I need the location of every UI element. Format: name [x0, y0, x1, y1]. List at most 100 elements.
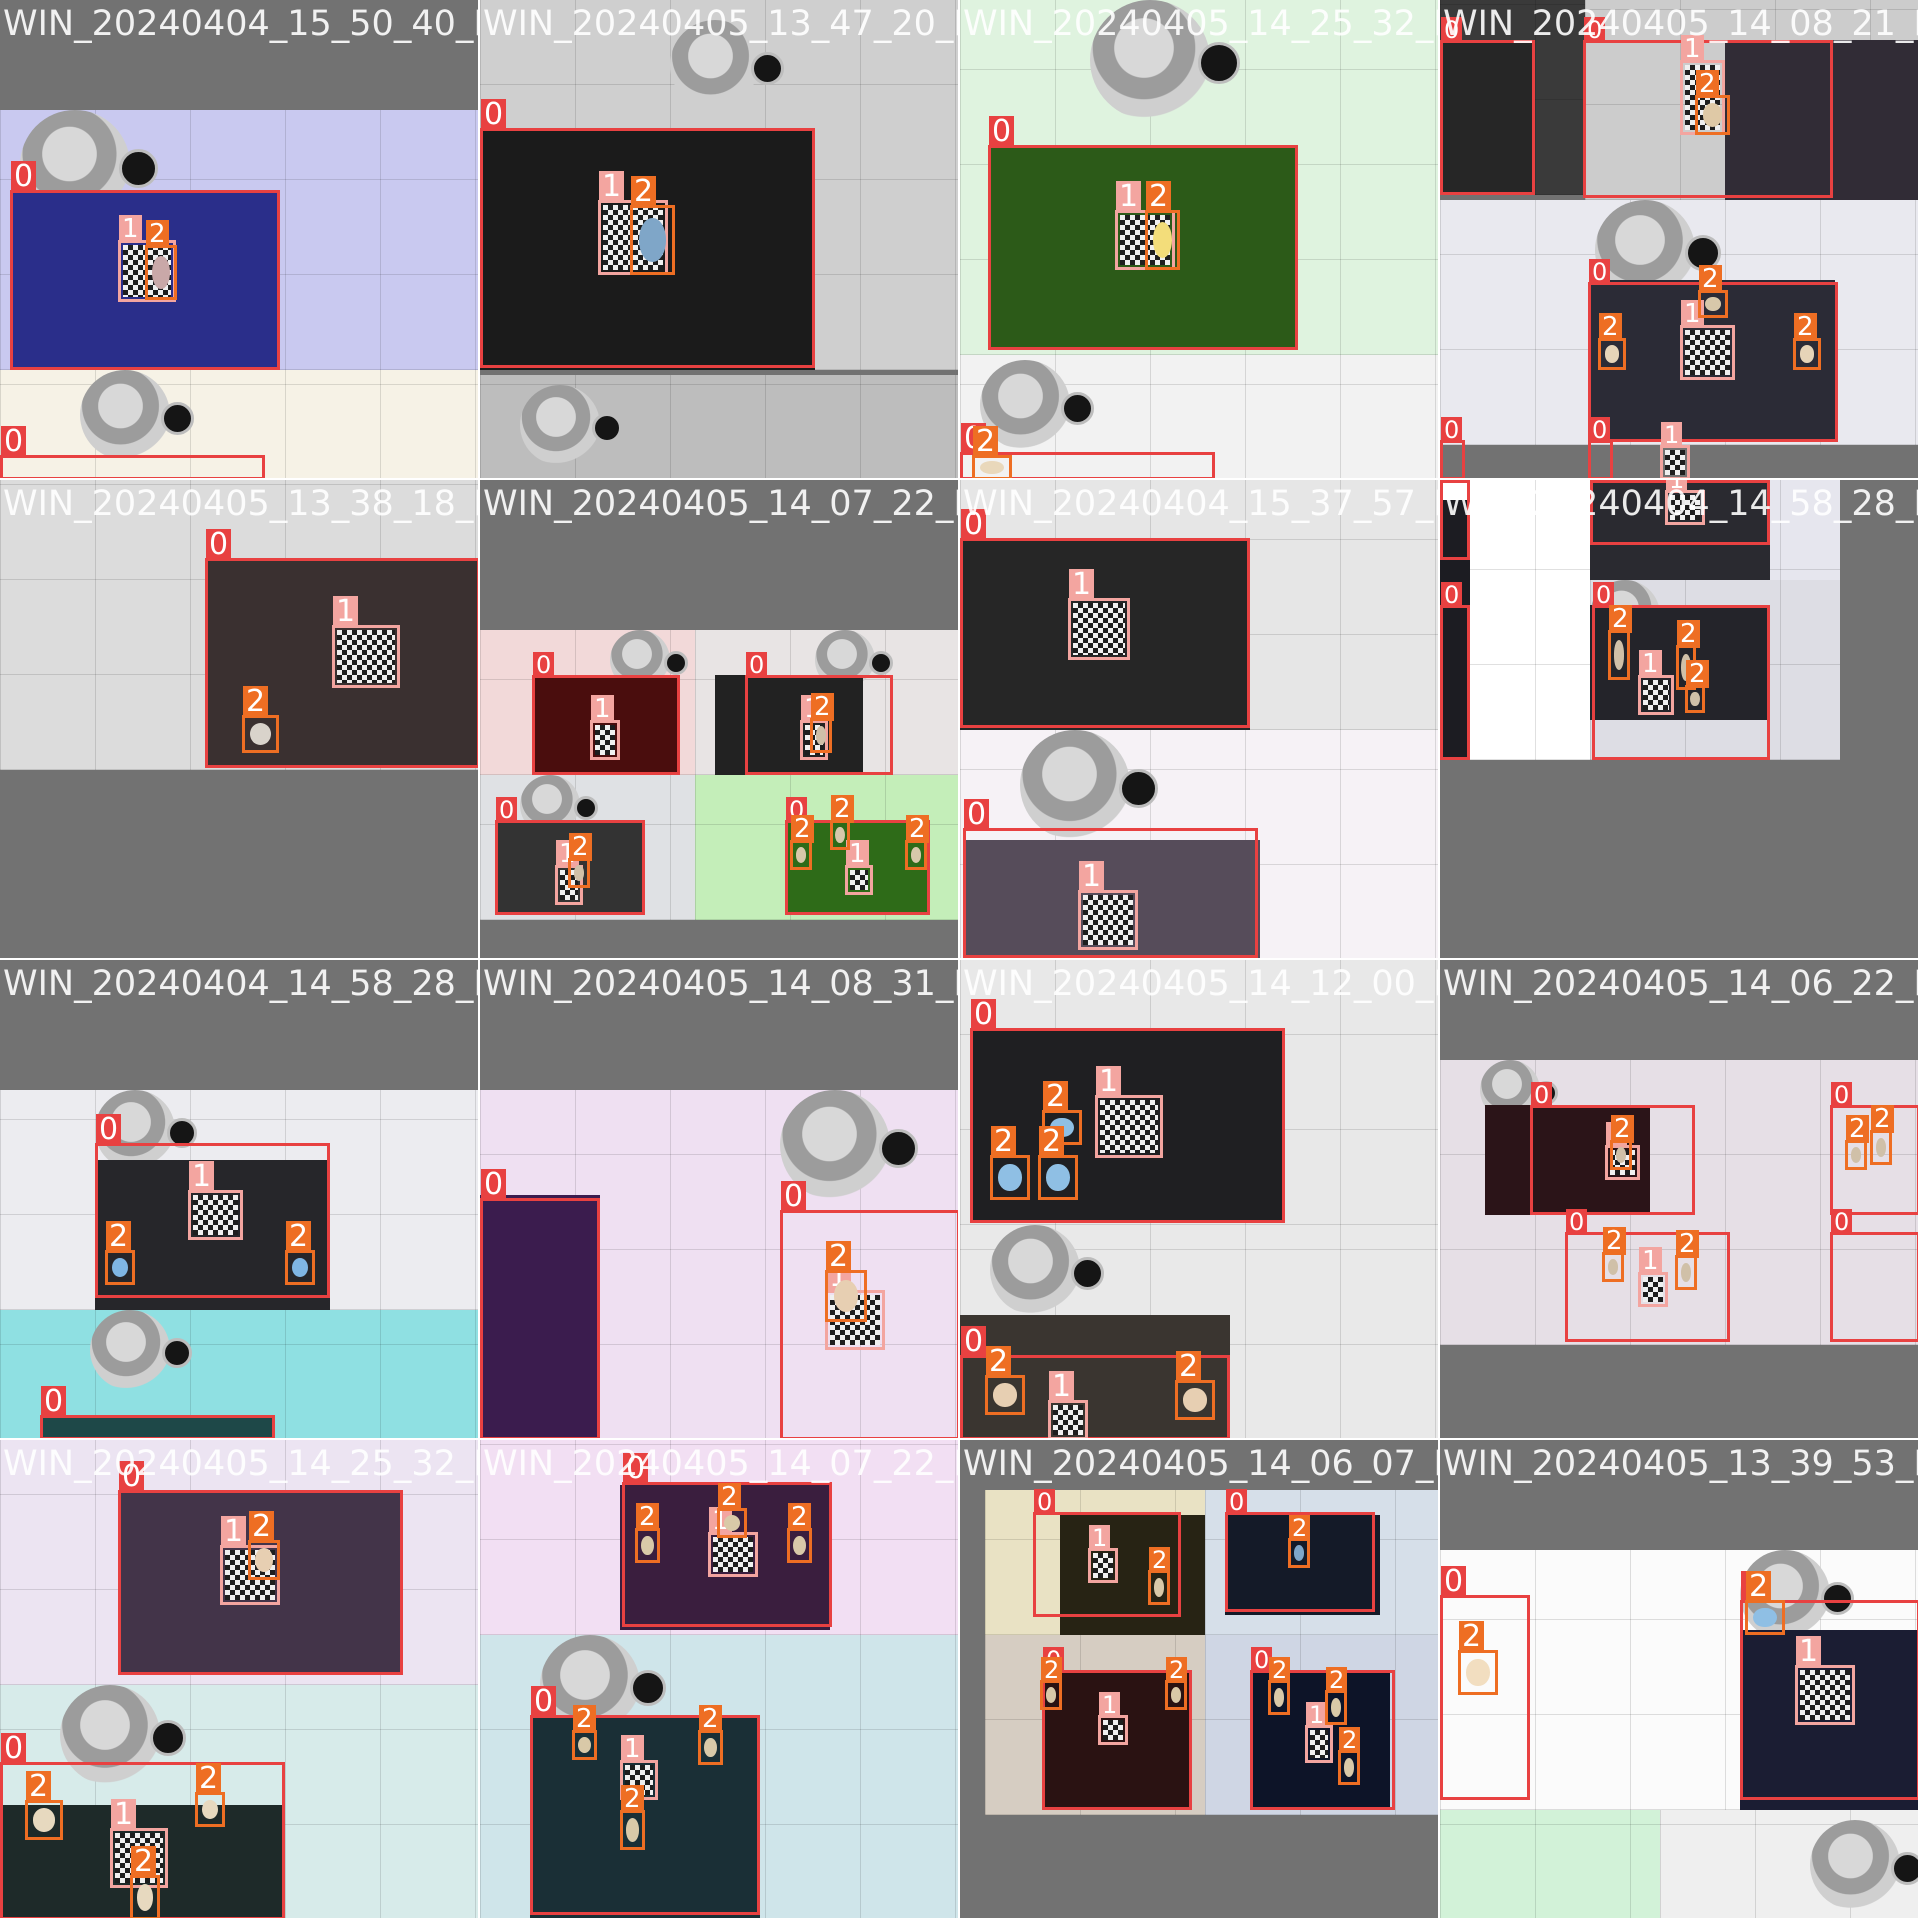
round-object [111, 1257, 129, 1278]
class-label: 2 [1146, 181, 1172, 213]
bbox-class-2: 2 [1325, 1667, 1348, 1725]
class-label: 2 [791, 815, 814, 843]
bbox-class-2: 2 [1145, 181, 1180, 270]
photo-panel [1440, 1810, 1660, 1918]
bbox-class-2: 2 [810, 693, 834, 753]
camera-mount [1061, 391, 1094, 425]
photo-panel [480, 630, 695, 775]
round-object [291, 1257, 309, 1278]
class-label: 1 [1099, 1692, 1121, 1718]
bbox-class-0: 0 [970, 999, 1285, 1223]
round-object [1183, 1388, 1207, 1412]
round-object [1343, 1757, 1355, 1778]
bbox-class-2: 2 [825, 1241, 867, 1322]
photo-panel [480, 1090, 958, 1438]
camera-mount [162, 1338, 192, 1368]
dark-plate [1740, 1630, 1918, 1810]
class-label: 1 [189, 1161, 215, 1193]
class-label: 0 [1034, 1489, 1056, 1515]
class-label: 2 [991, 1126, 1017, 1158]
bbox-class-0: 0 [1565, 1209, 1730, 1342]
bbox-class-0: 0 [745, 652, 893, 775]
bbox-class-1: 1 [1660, 422, 1690, 478]
bbox-class-1: 1 [1068, 569, 1130, 660]
round-object [626, 1818, 639, 1842]
class-label: 1 [1666, 480, 1688, 493]
class-label: 1 [1116, 181, 1142, 213]
camera-mount [869, 651, 893, 675]
class-label: 1 [1089, 1525, 1111, 1551]
class-label: 1 [621, 1735, 644, 1763]
bbox-class-2: 2 [25, 1771, 63, 1840]
camera-mount [1071, 1256, 1104, 1290]
round-object [993, 1383, 1017, 1407]
class-label: 0 [1226, 1489, 1248, 1515]
round-object [255, 1548, 273, 1572]
bbox-class-1: 1 [590, 695, 620, 760]
class-label: 2 [569, 833, 592, 861]
bbox-class-2: 2 [1675, 1230, 1699, 1290]
grey-padding [960, 1815, 1438, 1918]
machine-head [60, 1685, 160, 1785]
bbox-class-0: 0 [1440, 417, 1465, 478]
camera-mount [751, 51, 784, 85]
photo-panel [480, 1440, 958, 1635]
bbox-class-2: 2 [830, 795, 854, 850]
bbox-class-2: 2 [630, 176, 675, 275]
bbox-class-2: 2 [1038, 1126, 1078, 1200]
class-label: 2 [1609, 605, 1632, 633]
round-object [1615, 1146, 1627, 1164]
bbox-class-0: 0 [1440, 480, 1470, 560]
class-label: 0 [746, 652, 768, 678]
class-label: 2 [146, 220, 169, 248]
grey-padding [1440, 1345, 1918, 1438]
round-object [1875, 1137, 1887, 1158]
dark-plate [1440, 40, 1535, 195]
bbox-class-1: 1 [1088, 1525, 1118, 1583]
class-label: 0 [971, 999, 997, 1031]
class-label: 0 [1589, 417, 1611, 443]
class-label: 1 [1681, 300, 1704, 328]
round-object [1293, 1544, 1305, 1562]
class-label: 0 [481, 1169, 507, 1201]
checkerboard-target [1093, 1553, 1113, 1578]
dark-plate [715, 675, 863, 775]
bbox-class-0: 0 [530, 1686, 760, 1915]
bbox-class-2: 2 [1148, 1547, 1171, 1605]
photo-panel [1440, 200, 1918, 445]
checkerboard-target [1053, 1405, 1083, 1435]
round-object [1799, 345, 1815, 363]
round-object [1753, 1607, 1777, 1628]
round-object [793, 1535, 806, 1556]
image-filename-caption: WIN_20240404_15_50_40_Pro.jpg [3, 4, 478, 44]
round-object [201, 1799, 219, 1820]
mosaic-tile: 01202202120WIN_20240405_14_06_22_Pro.jpg [1440, 960, 1920, 1440]
bbox-class-0: 0 [1830, 1209, 1918, 1342]
bbox-class-2: 2 [130, 1846, 160, 1918]
bbox-class-0: 0 [532, 652, 680, 775]
mosaic-tile: 0 12 0 WIN_20240404_15_50_40_Pro.jpg [0, 0, 480, 480]
class-label: 0 [1441, 480, 1463, 483]
round-object [1850, 1146, 1862, 1164]
class-label: 1 [591, 695, 614, 723]
class-label: 0 [1591, 480, 1613, 483]
bbox-class-2: 2 [1602, 1227, 1626, 1282]
class-label: 2 [1459, 1621, 1485, 1653]
bbox-class-2: 2 [717, 1483, 747, 1538]
bbox-class-2: 2 [568, 833, 592, 888]
class-label: 1 [1661, 422, 1683, 448]
class-label: 2 [1599, 313, 1622, 341]
class-label: 0 [1531, 1082, 1553, 1108]
grey-padding [1440, 1440, 1918, 1550]
round-object [578, 1736, 591, 1754]
round-object [1702, 103, 1723, 127]
machine-head [990, 1225, 1080, 1315]
photo-panel [1440, 0, 1585, 195]
bbox-class-2: 2 [1165, 1657, 1188, 1710]
class-label: 0 [41, 1386, 67, 1418]
bbox-class-0: 0 [1440, 582, 1470, 760]
class-label: 2 [106, 1221, 132, 1253]
